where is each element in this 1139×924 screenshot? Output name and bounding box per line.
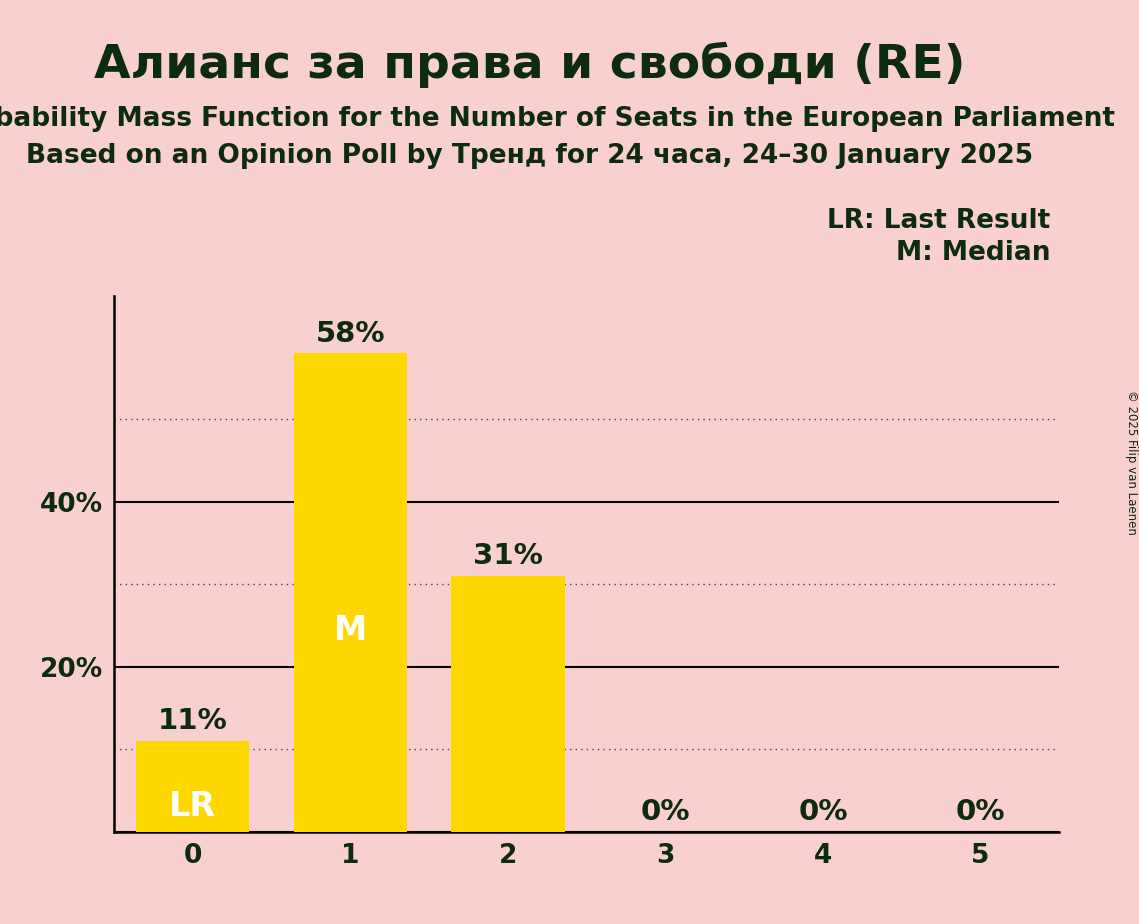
Text: LR: Last Result: LR: Last Result: [827, 208, 1050, 234]
Text: Алианс за права и свободи (RE): Алианс за права и свободи (RE): [93, 42, 966, 88]
Bar: [136, 741, 249, 832]
Text: LR: LR: [169, 790, 216, 822]
Text: M: M: [334, 614, 367, 647]
Text: 0%: 0%: [956, 797, 1006, 826]
Text: 58%: 58%: [316, 320, 385, 347]
Text: 11%: 11%: [158, 707, 228, 736]
Text: M: Median: M: Median: [895, 240, 1050, 266]
Text: 0%: 0%: [640, 797, 690, 826]
Text: Based on an Opinion Poll by Тренд for 24 часа, 24–30 January 2025: Based on an Opinion Poll by Тренд for 24…: [26, 143, 1033, 169]
Bar: [294, 353, 407, 832]
Bar: [451, 576, 565, 832]
Text: 0%: 0%: [798, 797, 847, 826]
Text: 31%: 31%: [473, 542, 543, 570]
Text: © 2025 Filip van Laenen: © 2025 Filip van Laenen: [1124, 390, 1138, 534]
Text: Probability Mass Function for the Number of Seats in the European Parliament: Probability Mass Function for the Number…: [0, 106, 1115, 132]
